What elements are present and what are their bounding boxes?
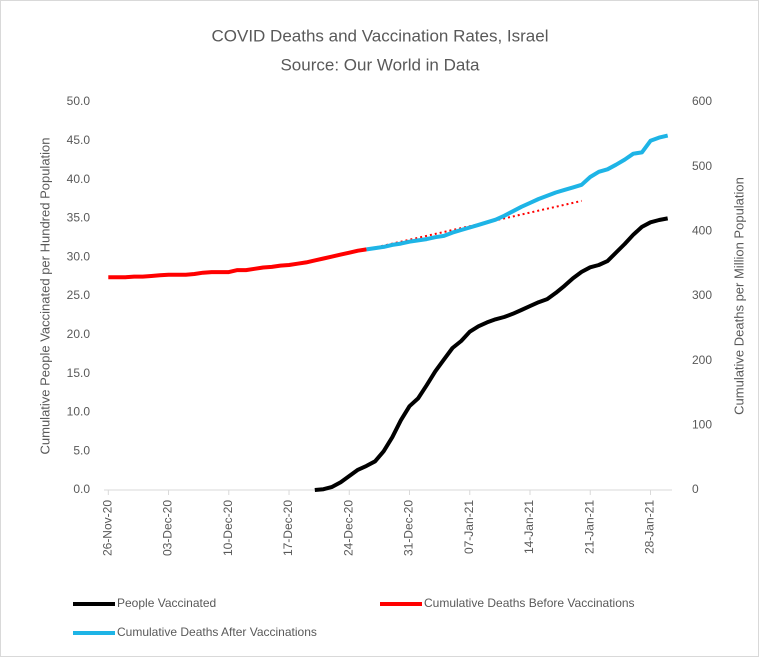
chart-subtitle: Source: Our World in Data	[280, 55, 480, 74]
x-tick-label: 21-Jan-21	[582, 500, 596, 554]
x-tick-label: 24-Dec-20	[341, 500, 355, 556]
y2-axis-title: Cumulative Deaths per Million Population	[731, 177, 746, 415]
y2-tick-label: 400	[692, 224, 712, 238]
series-line	[108, 247, 367, 280]
series-line	[314, 216, 669, 492]
y-tick-label: 40.0	[67, 172, 91, 186]
y-axis-title: Cumulative People Vaccinated per Hundred…	[37, 137, 52, 454]
y-tick-label: 25.0	[67, 288, 91, 302]
x-tick-label: 26-Nov-20	[100, 500, 114, 556]
x-tick-label: 17-Dec-20	[281, 500, 295, 556]
y-tick-label: 15.0	[67, 366, 91, 380]
y2-tick-label: 600	[692, 94, 712, 108]
x-tick-label: 31-Dec-20	[402, 500, 416, 556]
y2-tick-label: 500	[692, 159, 712, 173]
y-tick-label: 5.0	[73, 443, 90, 457]
y2-tick-label: 0	[692, 482, 699, 496]
x-tick-label: 28-Jan-21	[643, 500, 657, 554]
y-tick-label: 0.0	[73, 482, 90, 496]
y-tick-label: 35.0	[67, 211, 91, 225]
legend-label: Cumulative Deaths After Vaccinations	[117, 625, 317, 639]
y-tick-label: 10.0	[67, 405, 91, 419]
y-tick-label: 30.0	[67, 249, 91, 263]
y2-tick-label: 100	[692, 418, 712, 432]
y2-tick-label: 200	[692, 353, 712, 367]
chart-title: COVID Deaths and Vaccination Rates, Isra…	[211, 26, 548, 45]
series-line	[366, 133, 669, 252]
y-tick-label: 50.0	[67, 94, 91, 108]
x-tick-label: 10-Dec-20	[221, 500, 235, 556]
x-tick-label: 03-Dec-20	[161, 500, 175, 556]
x-tick-label: 07-Jan-21	[462, 500, 476, 554]
legend-label: Cumulative Deaths Before Vaccinations	[424, 596, 635, 610]
y2-tick-label: 300	[692, 288, 712, 302]
x-tick-label: 14-Jan-21	[522, 500, 536, 554]
y-tick-label: 20.0	[67, 327, 91, 341]
y-tick-label: 45.0	[67, 133, 91, 147]
legend-label: People Vaccinated	[117, 596, 216, 610]
